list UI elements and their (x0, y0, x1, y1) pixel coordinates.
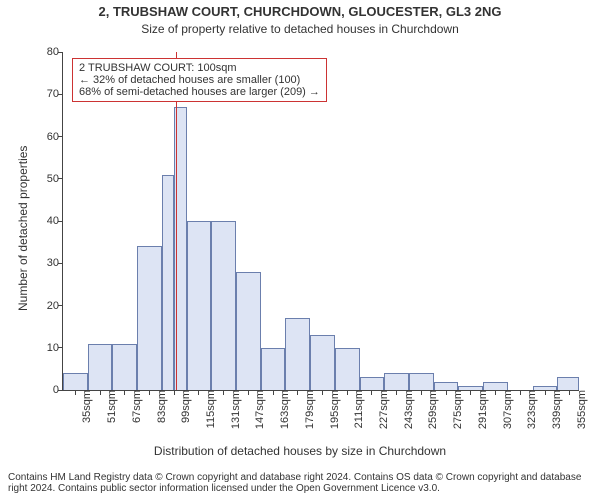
y-tick-label: 70 (47, 88, 63, 100)
histogram-bar (557, 377, 579, 390)
license-footnote: Contains HM Land Registry data © Crown c… (0, 466, 600, 500)
y-tick-label: 10 (47, 342, 63, 354)
histogram-bar (63, 373, 88, 390)
x-tick-label: 259sqm (425, 390, 439, 429)
y-tick-label: 0 (53, 384, 63, 396)
histogram-bar (261, 348, 286, 390)
x-tick-label: 195sqm (327, 390, 341, 429)
y-tick-label: 80 (47, 46, 63, 58)
x-tick-label: 99sqm (178, 390, 192, 423)
annotation-line-3: 68% of semi-detached houses are larger (… (79, 86, 320, 98)
x-tick-label: 243sqm (401, 390, 415, 429)
histogram-bar (137, 246, 162, 390)
x-tick-label: 179sqm (302, 390, 316, 429)
x-tick-label: 67sqm (129, 390, 143, 423)
x-tick-label: 339sqm (549, 390, 563, 429)
property-marker-line (176, 52, 177, 390)
histogram-bar (310, 335, 335, 390)
y-axis-label: Number of detached properties (16, 146, 30, 311)
histogram-bar (112, 344, 137, 390)
x-tick-label: 211sqm (351, 390, 365, 428)
x-tick-label: 83sqm (154, 390, 168, 423)
x-tick-label: 291sqm (475, 390, 489, 429)
annotation-line-1: 2 TRUBSHAW COURT: 100sqm (79, 62, 320, 74)
histogram-bar (285, 318, 310, 390)
histogram-bar (211, 221, 236, 390)
x-tick-label: 227sqm (376, 390, 390, 429)
annotation-box: 2 TRUBSHAW COURT: 100sqm ← 32% of detach… (72, 58, 327, 102)
histogram-bar (434, 382, 459, 390)
y-tick-label: 20 (47, 300, 63, 312)
page-title: 2, TRUBSHAW COURT, CHURCHDOWN, GLOUCESTE… (0, 4, 600, 19)
x-tick-label: 275sqm (450, 390, 464, 429)
y-tick-label: 60 (47, 131, 63, 143)
x-tick-label: 51sqm (104, 390, 118, 423)
y-tick-label: 30 (47, 257, 63, 269)
x-axis-label: Distribution of detached houses by size … (0, 444, 600, 458)
histogram-bar (162, 175, 174, 390)
x-tick-label: 115sqm (203, 390, 217, 428)
y-tick-label: 50 (47, 173, 63, 185)
histogram-bar (236, 272, 261, 390)
chart-plot-area: 0102030405060708035sqm51sqm67sqm83sqm99s… (62, 52, 579, 391)
x-tick-label: 355sqm (574, 390, 588, 429)
histogram-bar (409, 373, 434, 390)
x-tick-label: 131sqm (228, 390, 242, 429)
histogram-bar (483, 382, 508, 390)
y-tick-label: 40 (47, 215, 63, 227)
page-subtitle: Size of property relative to detached ho… (0, 22, 600, 36)
histogram-bar (88, 344, 113, 390)
x-tick-label: 147sqm (252, 390, 266, 429)
x-tick-label: 323sqm (524, 390, 538, 429)
histogram-bar (187, 221, 212, 390)
annotation-line-2: ← 32% of detached houses are smaller (10… (79, 74, 320, 86)
histogram-bar (335, 348, 360, 390)
histogram-bar (360, 377, 385, 390)
x-tick-label: 35sqm (79, 390, 93, 423)
x-tick-label: 307sqm (500, 390, 514, 429)
x-tick-label: 163sqm (277, 390, 291, 429)
histogram-bar (384, 373, 409, 390)
